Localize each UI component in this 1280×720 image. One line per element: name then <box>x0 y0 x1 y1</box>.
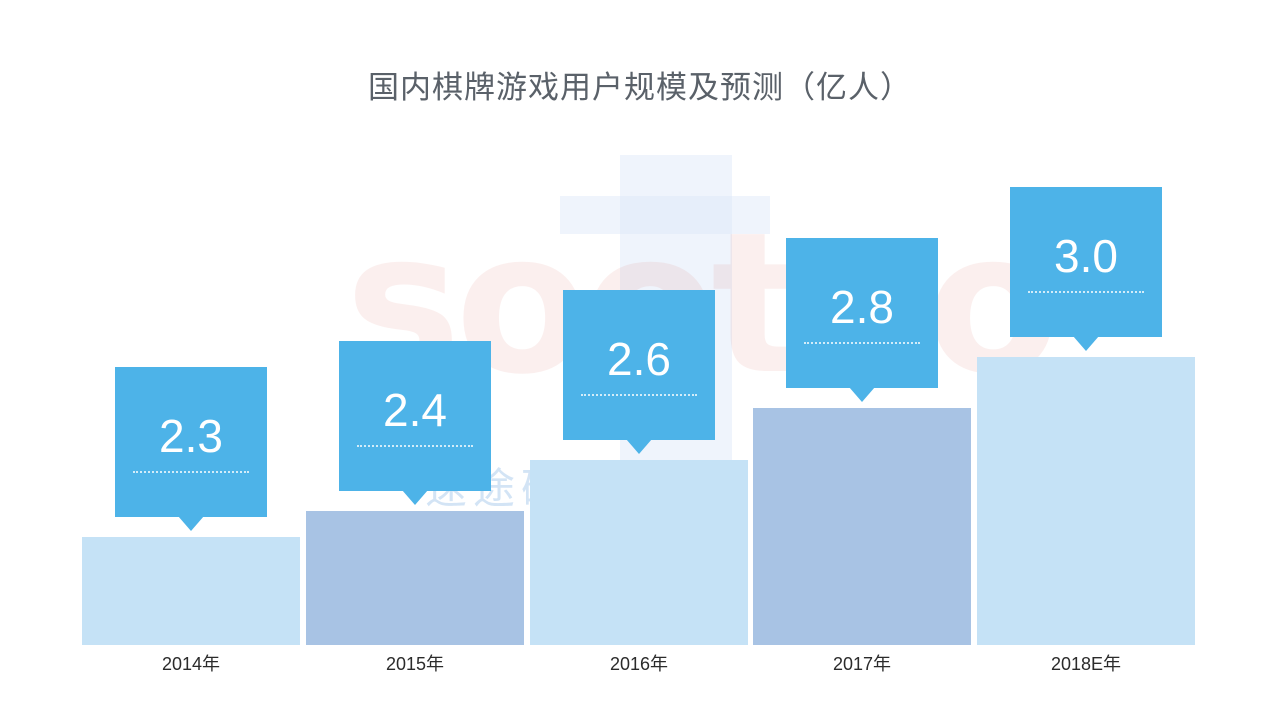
bar-2018E年 <box>977 357 1195 645</box>
callout-pointer <box>402 490 428 505</box>
x-axis-label: 2015年 <box>385 654 445 674</box>
value-callout: 2.8 <box>786 238 938 402</box>
callout-pointer <box>1073 336 1099 351</box>
value-underline <box>581 394 697 397</box>
x-axis-label: 2018E年 <box>1050 654 1122 674</box>
bar-2016年 <box>530 460 748 645</box>
value-callout: 3.0 <box>1010 187 1162 351</box>
value-callout: 2.3 <box>115 367 267 531</box>
value-label: 2.8 <box>830 280 894 333</box>
chart-title: 国内棋牌游戏用户规模及预测（亿人） <box>368 70 912 105</box>
value-underline <box>357 445 473 448</box>
callout-pointer <box>626 439 652 454</box>
bar-2017年 <box>753 408 971 645</box>
value-callout: 2.6 <box>563 290 715 454</box>
bar-2015年 <box>306 511 524 645</box>
value-label: 2.3 <box>159 409 223 462</box>
callout-pointer <box>849 387 875 402</box>
x-axis-label: 2017年 <box>832 654 892 674</box>
value-underline <box>1028 291 1144 294</box>
x-axis-label: 2014年 <box>161 654 221 674</box>
callout-pointer <box>178 516 204 531</box>
value-label: 2.6 <box>607 332 671 385</box>
bar-2014年 <box>82 537 300 645</box>
value-callout: 2.4 <box>339 341 491 505</box>
value-underline <box>133 471 249 474</box>
value-label: 3.0 <box>1054 229 1118 282</box>
value-label: 2.4 <box>383 383 447 436</box>
value-underline <box>804 342 920 345</box>
x-axis-label: 2016年 <box>609 654 669 674</box>
